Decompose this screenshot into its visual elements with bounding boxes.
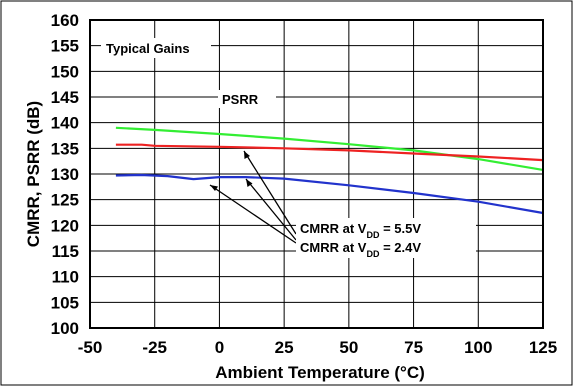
- arrow-line-cmrr-24-a: [245, 178, 297, 241]
- y-tick-label: 140: [51, 114, 79, 133]
- y-tick-label: 110: [52, 268, 79, 287]
- y-tick-label: 120: [51, 216, 79, 235]
- y-tick-label: 135: [51, 139, 79, 158]
- y-tick-label: 160: [51, 11, 79, 30]
- y-tick-label: 125: [51, 191, 79, 210]
- y-tick-label: 155: [51, 37, 79, 56]
- series-line-2: [115, 173, 544, 215]
- x-axis-title: Ambient Temperature (°C): [215, 363, 425, 382]
- x-tick-label: 25: [275, 338, 294, 357]
- annotation-box-bg: [101, 38, 211, 58]
- cmrr-arrows: [209, 150, 297, 244]
- x-tick-label: -25: [142, 338, 167, 357]
- x-tick-label: -50: [78, 338, 103, 357]
- arrow-line-cmrr-55: [243, 150, 297, 235]
- cmrr-24-label: CMRR at VDD = 2.4V: [300, 240, 421, 259]
- y-tick-label: 130: [51, 165, 79, 184]
- cmrr-label-bg: [296, 218, 476, 258]
- arrow-head-cmrr-55: [244, 151, 250, 159]
- x-tick-label: 125: [529, 338, 557, 357]
- annotation-box-text: Typical Gains: [106, 41, 190, 56]
- x-tick-label: 75: [404, 338, 423, 357]
- psrr-label: PSRR: [222, 92, 259, 107]
- x-tick-label: 100: [464, 338, 492, 357]
- arrow-line-cmrr-24-b: [209, 184, 297, 244]
- y-tick-label: 100: [51, 319, 79, 338]
- cmrr-55-label: CMRR at VDD = 5.5V: [300, 221, 421, 240]
- y-tick-label: 150: [51, 62, 79, 81]
- y-tick-label: 105: [51, 293, 79, 312]
- plot-border: [89, 19, 544, 329]
- y-tick-label: 145: [51, 88, 79, 107]
- series-line-1: [115, 143, 544, 162]
- series-layer: [115, 126, 544, 215]
- series-line-0: [115, 126, 544, 171]
- tick-labels: -50 -25 0 25 50 75 100 125 100 105 110 115 120 125 130…: [51, 11, 558, 357]
- x-tick-label: 50: [339, 338, 358, 357]
- y-axis-title: CMRR, PSRR (dB): [24, 101, 43, 247]
- arrow-head-cmrr-24-a: [246, 179, 253, 187]
- x-tick-label: 0: [215, 338, 224, 357]
- psrr-label-bg: [218, 90, 276, 108]
- arrow-head-cmrr-24-b: [210, 185, 218, 191]
- y-tick-label: 115: [52, 242, 79, 261]
- grid: [89, 19, 544, 329]
